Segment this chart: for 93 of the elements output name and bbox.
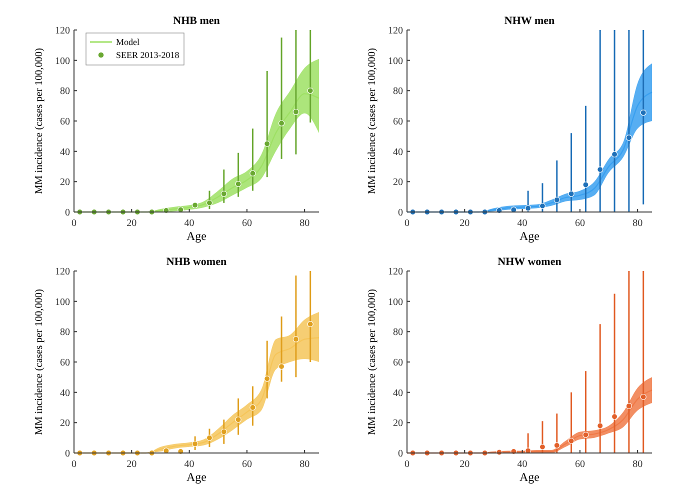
- y-axis-title: MM incidence (cases per 100,000): [367, 288, 378, 436]
- point: [611, 414, 618, 420]
- y-tick-label: 100: [388, 56, 403, 67]
- x-tick-label: 40: [517, 459, 528, 470]
- point: [307, 321, 314, 328]
- point: [597, 422, 604, 429]
- point: [524, 205, 532, 212]
- y-tick-label: 0: [398, 448, 403, 460]
- x-tick-label: 40: [517, 218, 528, 229]
- legend-label: SEER 2013-2018: [116, 50, 180, 60]
- point: [554, 442, 560, 448]
- y-tick-label: 120: [388, 26, 403, 36]
- point: [278, 120, 285, 126]
- point: [640, 394, 646, 400]
- x-axis-title: Age: [520, 470, 540, 484]
- point: [220, 428, 227, 435]
- chart-title: NHB men: [173, 15, 220, 27]
- y-tick-label: 0: [65, 448, 70, 460]
- y-tick-label: 120: [388, 266, 403, 278]
- x-axis-title: Age: [186, 229, 206, 243]
- point: [539, 444, 546, 450]
- y-tick-label: 20: [393, 418, 403, 430]
- point: [192, 440, 198, 447]
- y-tick-label: 60: [60, 116, 70, 128]
- x-tick-label: 20: [126, 218, 137, 229]
- x-tick-label: 20: [126, 459, 137, 470]
- x-tick-label: 20: [460, 218, 470, 229]
- y-tick-label: 80: [60, 327, 70, 338]
- point: [220, 190, 227, 197]
- y-tick-label: 100: [55, 56, 70, 67]
- x-axis-title: Age: [520, 229, 540, 243]
- y-tick-label: 120: [55, 26, 70, 36]
- chart-title: NHW women: [498, 256, 562, 268]
- point: [235, 416, 242, 423]
- x-tick-label: 80: [632, 459, 643, 470]
- x-tick-label: 40: [184, 459, 194, 470]
- point: [554, 196, 560, 203]
- point: [597, 166, 604, 173]
- x-tick-label: 40: [184, 218, 194, 229]
- x-tick-label: 60: [574, 218, 585, 229]
- point: [626, 402, 632, 410]
- y-axis-title: MM incidence (cases per 100,000): [34, 288, 45, 436]
- point: [264, 140, 270, 147]
- point: [539, 202, 546, 209]
- point: [292, 108, 300, 115]
- point: [192, 202, 198, 208]
- point: [235, 180, 242, 187]
- x-tick-label: 80: [300, 459, 310, 470]
- y-tick-label: 80: [393, 327, 403, 338]
- y-tick-label: 60: [393, 358, 403, 368]
- point: [264, 376, 270, 382]
- y-axis-title: MM incidence (cases per 100,000): [367, 47, 378, 194]
- y-axis-title: MM incidence (cases per 100,000): [34, 47, 45, 194]
- y-tick-label: 40: [393, 388, 403, 399]
- x-axis-title: Age: [186, 470, 206, 484]
- y-tick-label: 60: [393, 116, 403, 128]
- x-tick-label: 80: [632, 218, 643, 229]
- x-tick-label: 80: [300, 218, 310, 229]
- y-tick-label: 0: [65, 208, 70, 218]
- y-tick-label: 20: [393, 177, 403, 188]
- y-tick-label: 0: [398, 208, 403, 218]
- y-tick-label: 60: [60, 358, 70, 368]
- point: [640, 110, 646, 116]
- point: [568, 190, 574, 197]
- point: [278, 363, 285, 370]
- point: [250, 170, 256, 176]
- point: [568, 438, 574, 444]
- y-tick-label: 40: [393, 146, 403, 158]
- x-tick-label: 20: [460, 459, 470, 470]
- y-tick-label: 20: [60, 418, 70, 430]
- point: [307, 88, 314, 94]
- point: [626, 134, 632, 141]
- point: [206, 434, 213, 441]
- y-tick-label: 80: [393, 86, 403, 98]
- y-tick-label: 20: [60, 177, 70, 188]
- chart-title: NHW men: [504, 15, 555, 27]
- point: [611, 151, 618, 158]
- y-tick-label: 120: [55, 266, 70, 278]
- point: [582, 182, 589, 188]
- y-tick-label: 100: [388, 296, 403, 308]
- point: [582, 432, 589, 438]
- y-tick-label: 100: [55, 296, 70, 308]
- point: [206, 200, 213, 206]
- x-tick-label: 60: [574, 459, 585, 470]
- legend-label: Model: [116, 37, 140, 48]
- y-tick-label: 80: [60, 86, 70, 98]
- chart-title: NHB women: [166, 256, 227, 268]
- point: [250, 404, 256, 411]
- x-tick-label: 60: [242, 459, 252, 470]
- y-tick-label: 40: [60, 388, 70, 399]
- y-tick-label: 40: [60, 146, 70, 158]
- point: [292, 336, 300, 342]
- x-tick-label: 60: [242, 218, 252, 229]
